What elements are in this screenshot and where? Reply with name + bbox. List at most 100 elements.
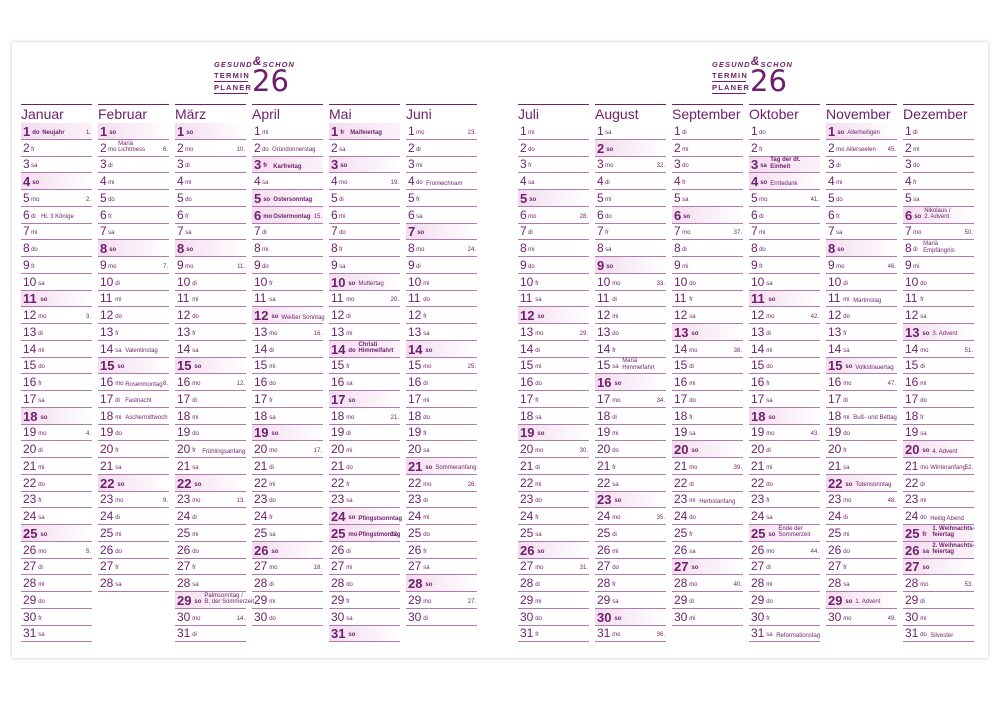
day-row[interactable]: 24 mo 35. bbox=[595, 508, 666, 525]
day-row[interactable]: 8 so bbox=[826, 240, 897, 257]
day-row[interactable]: 21 sa bbox=[175, 458, 246, 475]
day-row[interactable]: 27 mo 18. bbox=[252, 559, 323, 576]
day-row[interactable]: 1 so Allerheiligen bbox=[826, 123, 897, 140]
day-row[interactable]: 6 fr bbox=[826, 207, 897, 224]
day-row[interactable]: 27 so bbox=[903, 558, 974, 576]
day-row[interactable]: 8 mi bbox=[252, 240, 323, 257]
day-row[interactable]: 25 fr 1. Weihnachts-feiertag bbox=[903, 525, 975, 542]
day-row[interactable]: 12 di bbox=[329, 307, 400, 324]
day-row[interactable]: 16 mo Rosenmontag 8. bbox=[98, 374, 169, 391]
day-row[interactable]: 18 mi Aschermittwoch bbox=[98, 408, 169, 425]
day-row[interactable]: 12 do bbox=[175, 307, 246, 324]
day-row[interactable]: 3 fr bbox=[518, 157, 589, 174]
day-row[interactable]: 16 so bbox=[595, 374, 666, 391]
day-row[interactable]: 31 di bbox=[175, 626, 246, 643]
day-row[interactable]: 11 mi Martinstag bbox=[826, 291, 897, 308]
day-row[interactable]: 19 do bbox=[826, 425, 897, 442]
day-row[interactable]: 21 di bbox=[518, 458, 589, 475]
day-row[interactable]: 31 do Silvester bbox=[903, 626, 974, 643]
day-row[interactable]: 20 sa bbox=[406, 441, 477, 458]
day-row[interactable]: 17 di Fastnacht bbox=[98, 391, 169, 408]
day-row[interactable]: 18 mo 21. bbox=[329, 408, 400, 425]
day-row[interactable]: 26 mi bbox=[595, 542, 666, 559]
day-row[interactable]: 21 di bbox=[252, 458, 323, 475]
day-row[interactable]: 15 fr bbox=[329, 358, 400, 375]
day-row[interactable]: 27 so bbox=[672, 558, 743, 576]
day-row[interactable]: 24 fr bbox=[252, 508, 323, 525]
day-row[interactable]: 10 sa bbox=[21, 274, 92, 291]
day-row[interactable]: 4 fr bbox=[903, 173, 974, 190]
day-row[interactable]: 20 fr bbox=[826, 441, 897, 458]
day-row[interactable]: 12 so Weißer Sonntag bbox=[252, 307, 325, 324]
day-row[interactable]: 18 sa bbox=[518, 408, 589, 425]
day-row[interactable]: 30 do bbox=[518, 609, 589, 626]
day-row[interactable]: 16 fr bbox=[749, 374, 820, 391]
day-row[interactable]: 16 sa bbox=[329, 374, 400, 391]
day-row[interactable]: 21 so Sommeranfang bbox=[406, 458, 477, 475]
day-row[interactable]: 20 fr bbox=[98, 441, 169, 458]
day-row[interactable]: 15 mi bbox=[518, 358, 589, 375]
day-row[interactable]: 26 do bbox=[826, 542, 897, 559]
day-row[interactable]: 21 mi bbox=[21, 458, 92, 475]
day-row[interactable]: 31 sa bbox=[21, 626, 92, 643]
day-row[interactable]: 29 so 1. Advent bbox=[826, 592, 897, 609]
day-row[interactable]: 19 mi bbox=[595, 425, 666, 442]
day-row[interactable]: 11 di bbox=[595, 291, 666, 308]
day-row[interactable]: 2 mo Mariä Lichtmess 6. bbox=[98, 140, 169, 157]
day-row[interactable]: 29 mo 27. bbox=[406, 592, 477, 609]
day-row[interactable]: 13 di bbox=[21, 324, 92, 341]
day-row[interactable]: 24 di bbox=[175, 508, 246, 525]
day-row[interactable]: 20 di bbox=[749, 441, 820, 458]
day-row[interactable]: 2 di bbox=[406, 140, 477, 157]
day-row[interactable]: 7 sa bbox=[98, 224, 169, 241]
day-row[interactable]: 2 mi bbox=[903, 140, 974, 157]
day-row[interactable]: 15 sa Mariä Himmelfahrt bbox=[595, 358, 666, 375]
day-row[interactable]: 16 di bbox=[406, 374, 477, 391]
day-row[interactable]: 22 fr bbox=[329, 475, 400, 492]
day-row[interactable]: 29 do bbox=[21, 592, 92, 609]
day-row[interactable]: 2 fr bbox=[21, 140, 92, 157]
day-row[interactable]: 5 so bbox=[518, 190, 589, 207]
day-row[interactable]: 10 mo 33. bbox=[595, 274, 666, 291]
day-row[interactable]: 30 so bbox=[595, 608, 666, 626]
day-row[interactable]: 14 sa Valentinstag bbox=[98, 341, 169, 358]
day-row[interactable]: 27 mi bbox=[329, 559, 400, 576]
day-row[interactable]: 19 do bbox=[175, 425, 246, 442]
day-row[interactable]: 28 mo 53. bbox=[903, 575, 974, 592]
day-row[interactable]: 1 mo 23. bbox=[406, 123, 477, 140]
day-row[interactable]: 28 di bbox=[518, 575, 589, 592]
day-row[interactable]: 26 di bbox=[329, 542, 400, 559]
day-row[interactable]: 14 do Christi Himmelfahrt bbox=[329, 340, 400, 358]
day-row[interactable]: 24 sa bbox=[749, 508, 820, 525]
day-row[interactable]: 15 so Volkstrauertag bbox=[826, 357, 897, 375]
day-row[interactable]: 17 di bbox=[175, 391, 246, 408]
day-row[interactable]: 28 fr bbox=[595, 575, 666, 592]
day-row[interactable]: 11 fr bbox=[672, 291, 743, 308]
day-row[interactable]: 2 do bbox=[518, 140, 589, 157]
day-row[interactable]: 25 sa bbox=[518, 525, 589, 542]
day-row[interactable]: 8 fr bbox=[329, 240, 400, 257]
day-row[interactable]: 12 do bbox=[98, 307, 169, 324]
day-row[interactable]: 20 di bbox=[21, 441, 92, 458]
day-row[interactable]: 26 mo 5. bbox=[21, 542, 92, 559]
day-row[interactable]: 23 di bbox=[406, 492, 477, 509]
day-row[interactable]: 22 mi bbox=[518, 475, 589, 492]
day-row[interactable]: 31 fr bbox=[518, 626, 589, 643]
day-row[interactable]: 31 sa Reformationstag bbox=[749, 626, 820, 643]
day-row[interactable]: 26 mo 44. bbox=[749, 542, 820, 559]
day-row[interactable]: 15 so bbox=[98, 357, 169, 375]
day-row[interactable]: 27 do bbox=[595, 559, 666, 576]
day-row[interactable]: 21 sa bbox=[98, 458, 169, 475]
day-row[interactable]: 8 di bbox=[672, 240, 743, 257]
day-row[interactable]: 3 do bbox=[672, 157, 743, 174]
day-row[interactable]: 29 so Palmsonntag / B. der Sommerzeit bbox=[175, 592, 254, 609]
day-row[interactable]: 20 so bbox=[672, 441, 743, 458]
day-row[interactable]: 22 mi bbox=[252, 475, 323, 492]
day-row[interactable]: 27 fr bbox=[98, 559, 169, 576]
day-row[interactable]: 14 fr bbox=[595, 341, 666, 358]
day-row[interactable]: 9 mo 11. bbox=[175, 257, 246, 274]
day-row[interactable]: 21 sa bbox=[826, 458, 897, 475]
day-row[interactable]: 30 fr bbox=[749, 609, 820, 626]
day-row[interactable]: 13 so bbox=[672, 324, 743, 341]
day-row[interactable]: 14 sa bbox=[826, 341, 897, 358]
